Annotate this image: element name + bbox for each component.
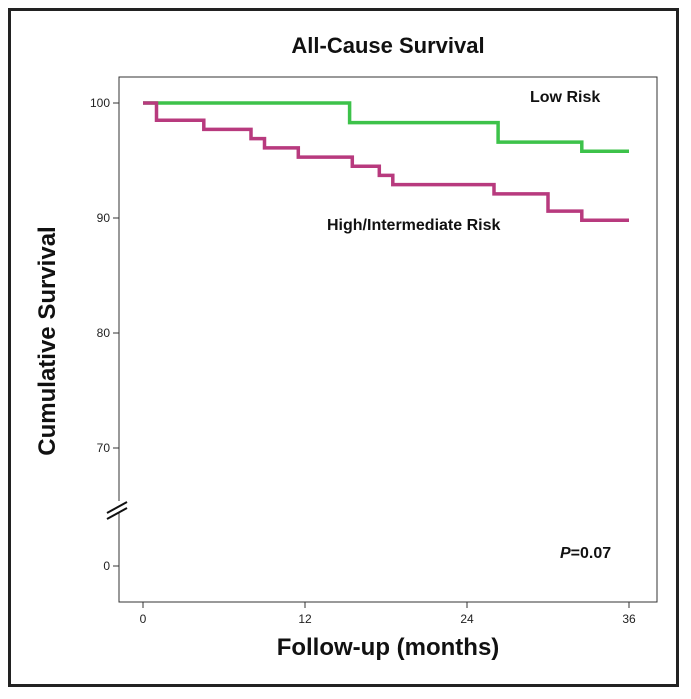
chart-title: All-Cause Survival	[291, 33, 484, 58]
x-tick-label: 36	[622, 612, 636, 626]
plot-area-border	[118, 76, 658, 603]
chart-frame: All-Cause Survival 70 80 90 100 0 0 12 24 36 Lo…	[8, 8, 679, 687]
x-axis-ticks: 0 12 24 36	[140, 602, 636, 626]
x-tick-label: 12	[298, 612, 312, 626]
y-axis-ticks: 70 80 90 100 0	[90, 96, 119, 573]
legend-high-intermediate-risk: High/Intermediate Risk	[327, 217, 500, 234]
y-axis-label: Cumulative Survival	[34, 226, 61, 455]
series-layer	[143, 101, 629, 223]
y-tick-label: 90	[97, 211, 111, 225]
y-tick-label: 0	[103, 559, 110, 573]
y-tick-label: 70	[97, 441, 111, 455]
legend-low-risk: Low Risk	[530, 89, 600, 106]
y-tick-label: 100	[90, 96, 110, 110]
x-tick-label: 24	[460, 612, 474, 626]
p-value-symbol: P	[560, 545, 571, 562]
p-value-number: =0.07	[571, 545, 612, 562]
p-value-annotation: P=0.07	[560, 545, 611, 562]
axis-break-marker	[106, 501, 131, 520]
y-tick-label: 80	[97, 326, 111, 340]
x-tick-label: 0	[140, 612, 147, 626]
x-axis-label: Follow-up (months)	[277, 634, 500, 661]
axes: 70 80 90 100 0 0 12 24 36	[90, 96, 636, 626]
survival-chart: All-Cause Survival 70 80 90 100 0 0 12 24 36 Lo…	[34, 33, 658, 661]
series-line-high-intermediate-risk	[143, 101, 629, 223]
series-line-low-risk	[143, 101, 629, 154]
